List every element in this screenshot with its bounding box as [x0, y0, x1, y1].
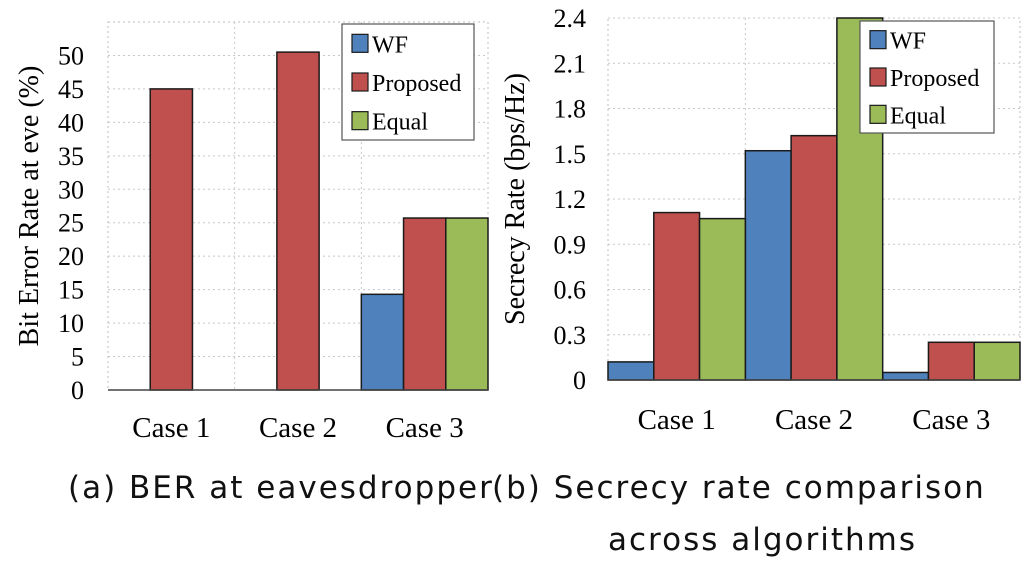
secrecy-bar-equal-3	[973, 341, 1021, 381]
ber-y-tick-label: 5	[71, 343, 84, 372]
caption-b: (b) Secrecy rate comparison	[492, 470, 986, 506]
ber-y-tick-label: 50	[58, 41, 84, 70]
ber-legend-label-proposed: Proposed	[372, 71, 461, 97]
secrecy-rate-chart: 0 0.3 0.6 0.9 1.2 1.5 1.8 2.1 2.4 Case 1 Case 2 Cas…	[500, 4, 1021, 436]
secrecy-legend-swatch-proposed	[869, 67, 887, 87]
secrecy-bar-proposed-1	[653, 211, 701, 381]
ber-x-tick-label: Case 3	[386, 412, 464, 444]
secrecy-y-tick-label: 1.5	[554, 140, 587, 169]
secrecy-y-tick-label: 1.2	[554, 185, 587, 214]
ber-y-tick-label: 25	[58, 209, 84, 238]
secrecy-x-tick-label: Case 2	[775, 404, 853, 436]
ber-bar-proposed-1	[149, 88, 194, 391]
secrecy-x-tick-label: Case 1	[638, 404, 716, 436]
secrecy-bar-wf-1	[607, 361, 655, 381]
ber-bar-wf-3	[360, 293, 405, 391]
secrecy-legend-label-proposed: Proposed	[890, 66, 979, 92]
ber-legend-label-wf: WF	[372, 32, 408, 58]
caption-a: (a) BER at eavesdropper	[68, 470, 494, 506]
secrecy-bar-proposed-3	[927, 341, 975, 381]
ber-x-tick-label: Case 2	[259, 412, 337, 444]
ber-y-tick-label: 15	[58, 276, 84, 305]
ber-y-tick-label: 30	[58, 175, 84, 204]
secrecy-y-tick-label: 0.6	[554, 276, 587, 305]
ber-y-tick-label: 10	[58, 309, 84, 338]
ber-plot: 0 5 10 15 20 25 30 35 40 45 50 Case 1 Case 2 Case 3 Bi…	[14, 21, 489, 444]
secrecy-y-tick-label: 2.1	[554, 49, 587, 78]
secrecy-bar-equal-1	[698, 217, 747, 381]
secrecy-bar-proposed-2	[790, 134, 838, 381]
ber-y-tick-label: 0	[71, 376, 84, 405]
secrecy-legend-swatch-equal	[869, 104, 887, 124]
secrecy-y-tick-label: 0	[573, 366, 586, 395]
secrecy-bar-wf-3	[881, 371, 930, 381]
secrecy-x-tick-label: Case 3	[912, 404, 990, 436]
ber-legend-swatch-proposed	[351, 72, 369, 92]
secrecy-y-tick-label: 2.4	[554, 4, 587, 33]
caption-b-line2: across algorithms	[608, 522, 917, 558]
ber-chart: 0 5 10 15 20 25 30 35 40 45 50 Case 1 Case 2 Case 3 Bi…	[14, 21, 489, 444]
ber-bar-proposed-2	[276, 51, 320, 391]
ber-legend: WF Proposed Equal	[341, 23, 475, 141]
ber-y-tick-label: 35	[58, 142, 84, 171]
ber-x-tick-label: Case 1	[132, 412, 210, 444]
ber-bar-equal-3	[445, 217, 489, 391]
ber-bar-proposed-3	[402, 217, 447, 391]
secrecy-legend-swatch-wf	[869, 30, 887, 50]
ber-legend-swatch-equal	[351, 111, 369, 131]
ber-plot-frame	[107, 21, 489, 391]
secrecy-y-tick-label: 1.8	[554, 95, 587, 124]
secrecy-y-axis-label: Secrecy Rate (bps/Hz)	[500, 73, 531, 325]
secrecy-legend-label-wf: WF	[890, 29, 926, 55]
secrecy-legend-label-equal: Equal	[890, 103, 946, 129]
secrecy-legend: WF Proposed Equal	[859, 20, 995, 134]
ber-legend-label-equal: Equal	[372, 110, 428, 136]
ber-y-axis-label: Bit Error Rate at eve (%)	[14, 66, 45, 347]
secrecy-y-tick-label: 0.3	[554, 321, 587, 350]
ber-y-tick-label: 45	[58, 75, 84, 104]
ber-y-tick-label: 40	[58, 108, 84, 137]
ber-legend-swatch-wf	[351, 33, 369, 53]
ber-y-tick-label: 20	[58, 242, 84, 271]
secrecy-y-tick-label: 0.9	[554, 230, 587, 259]
secrecy-bar-wf-2	[744, 149, 792, 381]
